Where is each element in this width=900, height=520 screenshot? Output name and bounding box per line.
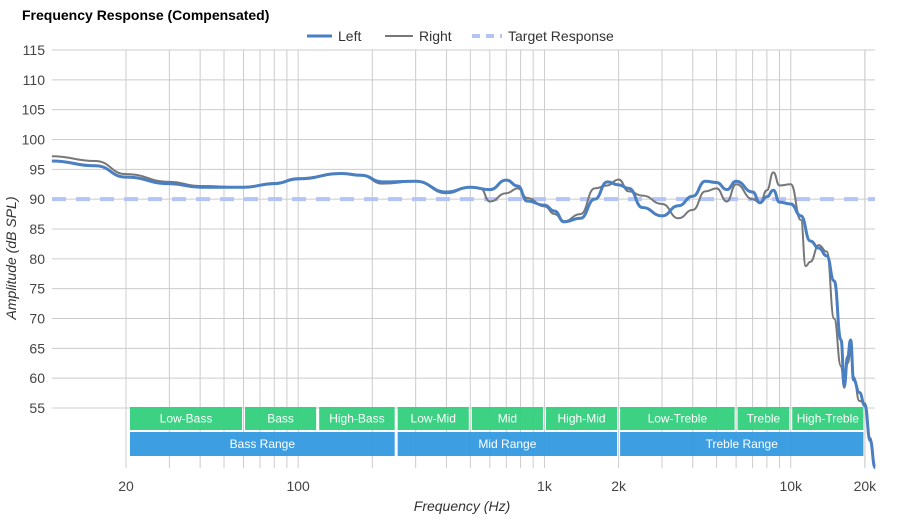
band-high-mid [545,407,618,430]
y-tick-label: 110 [23,72,46,88]
x-tick-label: 20k [854,478,878,494]
band-bass [245,407,317,430]
y-axis-ticks: 55 60 65 70 75 80 85 90 95 100 105 110 115 [22,42,46,416]
y-tick-label: 55 [29,400,45,416]
band-label: Treble Range [706,437,779,451]
band-label: High-Bass [329,412,384,426]
frequency-bands: Low-Bass Bass High-Bass Low-Mid Mid High-Mid L… [130,407,864,456]
y-tick-label: 65 [29,340,45,356]
y-tick-label: 75 [29,281,45,297]
band-low-mid [397,407,469,430]
legend-right[interactable]: Right [385,28,452,44]
x-tick-label: 20 [118,478,134,494]
legend: Left Right Target Response [307,28,614,44]
y-tick-label: 115 [23,42,46,58]
left-series-line [51,159,877,470]
band-label: Low-Mid [411,412,456,426]
series-lines [51,155,877,470]
band-mid-range [397,432,618,456]
legend-right-label: Right [419,28,452,44]
band-low-treble [620,407,735,430]
x-axis-ticks: 20 100 1k 2k 10k 20k [118,478,877,494]
x-tick-label: 1k [537,478,553,494]
y-axis-label: Amplitude (dB SPL) [3,197,19,321]
y-tick-label: 90 [29,191,45,207]
x-axis-label: Frequency (Hz) [414,498,510,514]
band-bass-range [130,432,395,456]
legend-target[interactable]: Target Response [472,28,614,44]
band-label: High-Treble [797,412,860,426]
legend-left-label: Left [338,28,361,44]
band-label: Mid [498,412,517,426]
band-high-treble [792,407,864,430]
y-tick-label: 105 [22,102,46,118]
band-label: High-Mid [558,412,606,426]
band-mid [471,407,543,430]
band-high-bass [319,407,395,430]
y-tick-label: 80 [29,251,45,267]
band-label: Bass Range [230,437,296,451]
band-label: Mid Range [478,437,536,451]
band-label: Treble [747,412,781,426]
band-label: Low-Treble [648,412,708,426]
legend-left[interactable]: Left [307,28,361,44]
grid [52,49,875,468]
x-tick-label: 2k [611,478,627,494]
band-treble [737,407,790,430]
y-tick-label: 70 [29,311,45,327]
legend-target-label: Target Response [508,28,614,44]
band-low-bass [130,407,243,430]
y-tick-label: 85 [29,221,45,237]
y-tick-label: 95 [29,161,45,177]
chart-title: Frequency Response (Compensated) [22,7,269,23]
x-tick-label: 100 [286,478,310,494]
y-tick-label: 60 [29,370,45,386]
y-tick-label: 100 [22,132,46,148]
band-label: Bass [267,412,294,426]
band-label: Low-Bass [160,412,213,426]
x-tick-label: 10k [779,478,803,494]
band-treble-range [620,432,864,456]
